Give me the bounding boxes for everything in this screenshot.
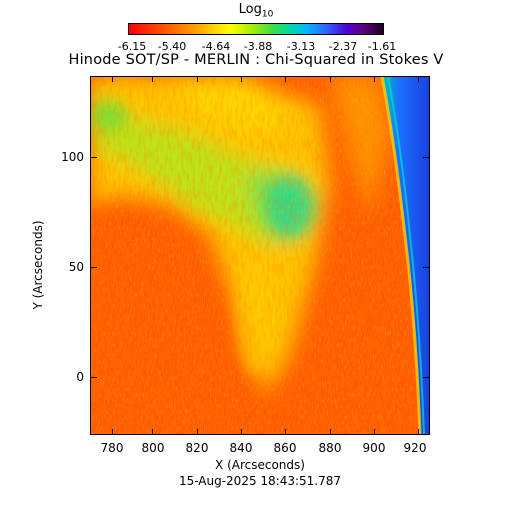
colorbar xyxy=(128,23,384,35)
x-tick-mark xyxy=(330,429,331,435)
x-tick-mark xyxy=(285,429,286,435)
x-tick-mark-top xyxy=(241,76,242,82)
y-tick-mark-right xyxy=(423,377,430,378)
y-tick-mark xyxy=(90,267,97,268)
x-tick-mark-top xyxy=(152,76,153,82)
y-tick-label: 100 xyxy=(61,150,84,164)
colorbar-tick-label: -2.37 xyxy=(328,40,358,53)
x-tick-label: 800 xyxy=(141,441,165,455)
x-tick-label: 860 xyxy=(273,441,297,455)
x-axis-label: X (Arcseconds) xyxy=(215,458,305,472)
x-tick-label: 900 xyxy=(362,441,386,455)
x-tick-mark-top xyxy=(285,76,286,82)
colorbar-tick-label: -3.13 xyxy=(286,40,316,53)
colorbar-tick-label: -4.64 xyxy=(201,40,231,53)
timestamp: 15-Aug-2025 18:43:51.787 xyxy=(178,474,342,488)
colorbar-tick-label: -5.40 xyxy=(157,40,187,53)
y-tick-mark-right xyxy=(423,267,430,268)
x-tick-mark-top xyxy=(112,76,113,82)
y-tick-mark xyxy=(90,157,97,158)
x-tick-mark xyxy=(241,429,242,435)
colorbar-tick-label: -3.88 xyxy=(243,40,273,53)
x-tick-mark xyxy=(197,429,198,435)
colorbar-tick-label: -1.61 xyxy=(367,40,397,53)
colorbar-title: Log10 xyxy=(238,2,274,20)
x-tick-mark-top xyxy=(418,76,419,82)
x-tick-label: 840 xyxy=(229,441,253,455)
y-axis-label: Y (Arcseconds) xyxy=(31,220,45,310)
x-tick-mark-top xyxy=(374,76,375,82)
chi-squared-map xyxy=(90,76,430,435)
colorbar-tick-label: -6.15 xyxy=(117,40,147,53)
x-tick-label: 880 xyxy=(318,441,342,455)
x-tick-label: 820 xyxy=(185,441,209,455)
y-tick-mark xyxy=(90,377,97,378)
x-tick-mark xyxy=(112,429,113,435)
x-tick-mark xyxy=(418,429,419,435)
plot-title: Hinode SOT/SP - MERLIN : Chi-Squared in … xyxy=(68,52,444,68)
x-tick-label: 920 xyxy=(403,441,427,455)
x-tick-mark xyxy=(374,429,375,435)
x-tick-mark xyxy=(152,429,153,435)
x-tick-label: 780 xyxy=(100,441,124,455)
x-tick-mark-top xyxy=(330,76,331,82)
y-tick-label: 0 xyxy=(76,370,84,384)
x-tick-mark-top xyxy=(197,76,198,82)
y-tick-mark-right xyxy=(423,157,430,158)
y-tick-label: 50 xyxy=(68,260,84,274)
